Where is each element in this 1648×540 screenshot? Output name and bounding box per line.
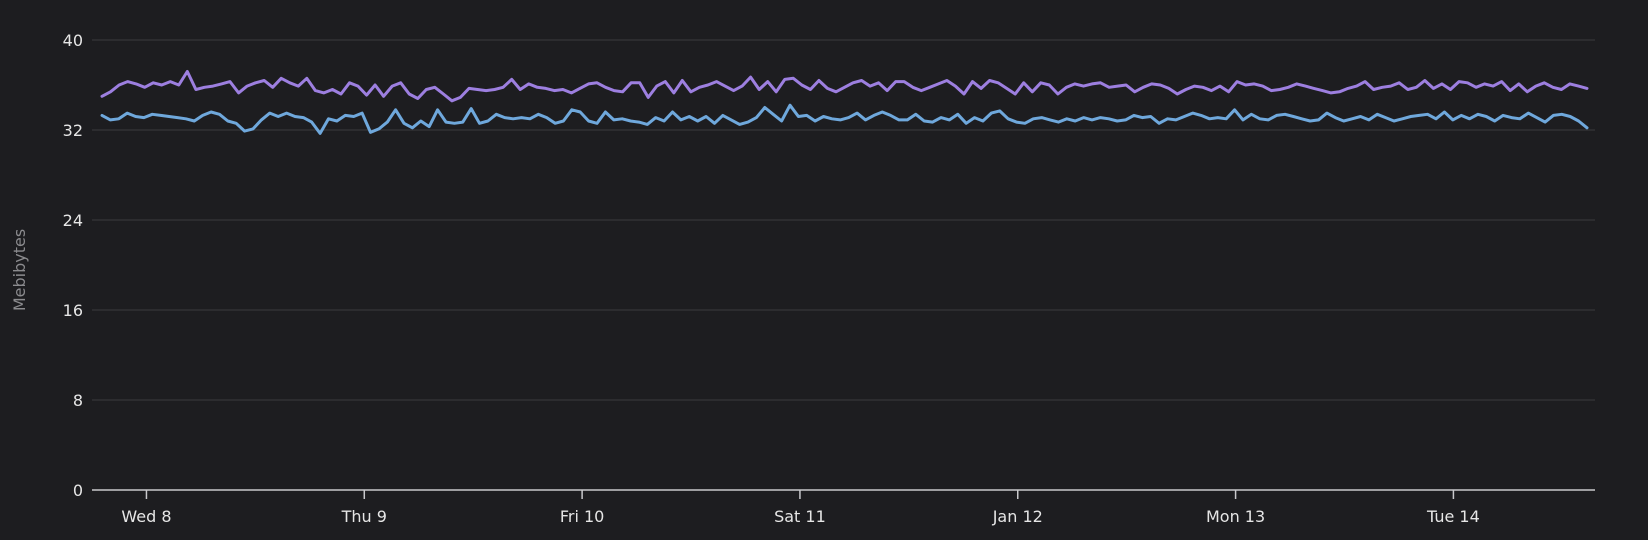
y-tick-label: 40: [63, 31, 83, 50]
x-tick-label: Sat 11: [774, 507, 826, 526]
x-tick-label: Fri 10: [560, 507, 605, 526]
y-tick-label: 24: [63, 211, 83, 230]
y-axis-title: Mebibytes: [10, 229, 29, 311]
series-layer: [100, 70, 1589, 135]
grid-layer: [92, 39, 1595, 401]
x-tick-label: Thu 9: [341, 507, 387, 526]
x-tick-label: Wed 8: [121, 507, 171, 526]
series-line-1: [100, 70, 1589, 103]
y-tick-label: 32: [63, 121, 83, 140]
y-tick-label: 8: [73, 391, 83, 410]
x-tick-label: Tue 14: [1426, 507, 1480, 526]
series-line-2: [100, 103, 1589, 135]
y-tick-label: 0: [73, 481, 83, 500]
x-tick-label: Mon 13: [1206, 507, 1265, 526]
axis-layer: 0 8 16 24 32 40 Wed 8 Thu 9 Fri 10 Sat 11 Jan 12 Mo…: [63, 31, 1595, 526]
x-tick-label: Jan 12: [992, 507, 1043, 526]
y-tick-label: 16: [63, 301, 83, 320]
